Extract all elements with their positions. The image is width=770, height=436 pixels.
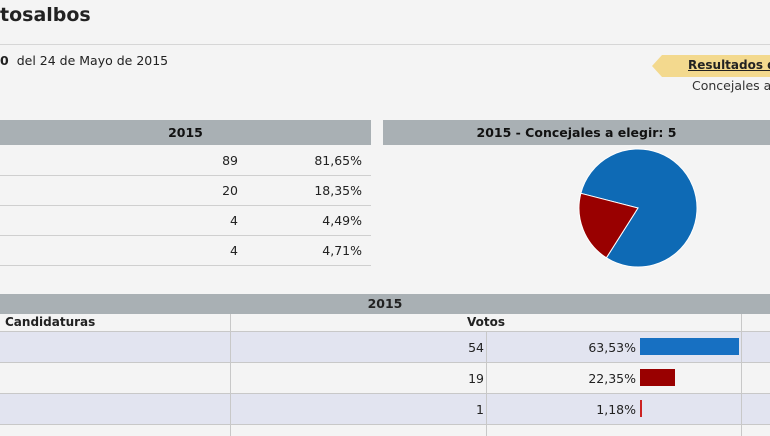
row-value: 20 [222, 183, 238, 198]
table-row: 54 63,53% [0, 332, 770, 363]
row-votes: 1 [476, 402, 484, 417]
row-value: 4 [230, 243, 238, 258]
table-row: 89 81,65% [0, 146, 371, 176]
row-votes: 54 [468, 340, 484, 355]
votes-table-header: 2015 [0, 294, 770, 314]
vote-share-bar [640, 400, 642, 417]
seats-chart-header: 2015 - Concejales a elegir: 5 [383, 120, 770, 145]
col-candidaturas: Candidaturas [5, 315, 96, 329]
table-row: 19 22,35% [0, 363, 770, 394]
table-row: 4 4,49% [0, 206, 371, 236]
row-percent: 4,71% [322, 243, 362, 258]
vote-share-bar [640, 369, 675, 386]
row-percent: 4,49% [322, 213, 362, 228]
summary-table-header: 2015 [0, 120, 371, 145]
row-percent: 22,35% [588, 371, 636, 386]
table-row: 4 4,71% [0, 236, 371, 266]
vote-share-bar [640, 338, 739, 355]
table-row: 20 18,35% [0, 176, 371, 206]
column-divider [486, 331, 487, 436]
pie-slice [578, 192, 639, 259]
row-percent: 81,65% [314, 153, 362, 168]
title-divider [0, 44, 770, 45]
subtitle-marker: 0 [0, 53, 9, 68]
column-divider [741, 314, 742, 436]
row-votes: 19 [468, 371, 484, 386]
election-date-text: del 24 de Mayo de 2015 [16, 53, 169, 68]
row-percent: 18,35% [314, 183, 362, 198]
row-value: 4 [230, 213, 238, 228]
col-votos: Votos [467, 315, 505, 329]
page-title: tosalbos [0, 4, 91, 26]
table-row: 1 1,18% [0, 394, 770, 425]
row-percent: 1,18% [596, 402, 636, 417]
pie-slice [580, 148, 698, 268]
column-divider [230, 314, 231, 436]
row-value: 89 [222, 153, 238, 168]
concejales-link[interactable]: Concejales a [692, 78, 770, 93]
votes-table-column-headers: Candidaturas Votos [0, 314, 770, 332]
seats-pie-chart [578, 148, 698, 268]
results-ribbon[interactable]: Resultados d [652, 55, 770, 77]
results-link[interactable]: Resultados d [688, 58, 770, 72]
election-date: 0 del 24 de Mayo de 2015 [0, 53, 168, 68]
row-percent: 63,53% [588, 340, 636, 355]
